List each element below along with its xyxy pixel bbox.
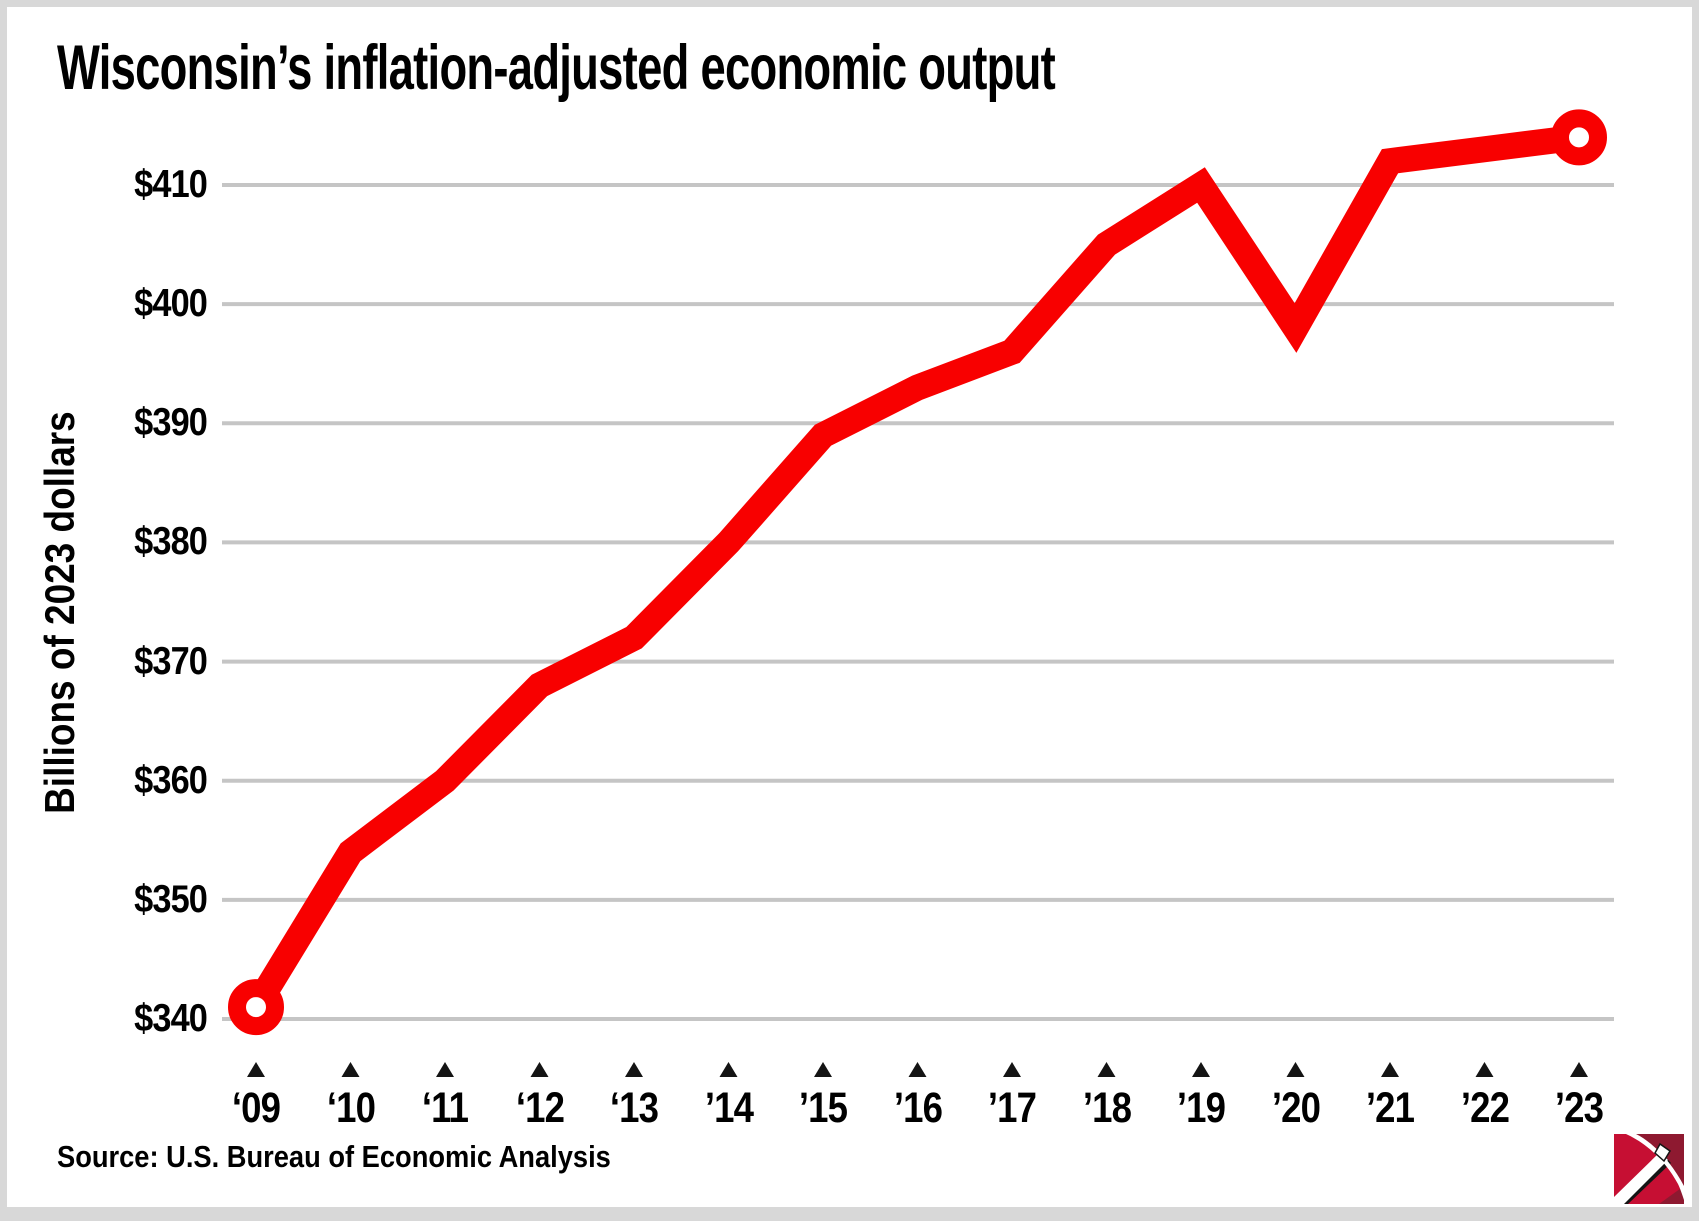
endpoint-marker-2023 <box>1551 109 1607 166</box>
x-tick-label: ‘11 <box>421 1084 469 1132</box>
x-tick-label: ’15 <box>798 1084 848 1132</box>
x-tick-triangle <box>341 1062 360 1077</box>
x-tick-label: ‘13 <box>609 1084 659 1132</box>
x-tick-triangle <box>1192 1062 1210 1077</box>
x-tick-triangle <box>1286 1062 1305 1077</box>
y-tick-label: $340 <box>134 997 208 1040</box>
x-tick-label: ’14 <box>704 1084 753 1132</box>
x-tick-label: ‘09 <box>231 1084 281 1132</box>
page-background <box>7 7 1692 1207</box>
logo-dark-corner <box>1630 1134 1684 1192</box>
endpoint-marker-2009 <box>228 979 284 1036</box>
y-tick-label: $410 <box>134 163 208 206</box>
y-tick-label: $380 <box>134 520 208 564</box>
x-tick-triangle <box>625 1062 643 1077</box>
data-line <box>244 124 1581 1014</box>
x-tick-label: ‘12 <box>515 1084 564 1132</box>
x-tick-triangle <box>908 1062 927 1077</box>
data-line-group <box>244 124 1581 1014</box>
x-tick-triangle <box>1570 1062 1588 1077</box>
x-tick-triangle <box>436 1062 454 1077</box>
x-tick-label: ’22 <box>1460 1084 1509 1132</box>
x-tick-label: ’17 <box>987 1084 1037 1132</box>
publisher-logo <box>1614 1134 1684 1204</box>
y-tick-label: $360 <box>134 758 208 802</box>
x-tick-label: ’21 <box>1365 1084 1415 1132</box>
x-tick-triangle <box>719 1062 738 1077</box>
pickaxe-handle <box>1614 1152 1668 1204</box>
endpoint-markers <box>228 109 1607 1036</box>
x-tick-label: ’23 <box>1554 1084 1604 1132</box>
x-tick-label: ’20 <box>1271 1084 1320 1132</box>
y-tick-label: $370 <box>134 639 208 683</box>
x-tick-label: ‘10 <box>326 1084 375 1132</box>
x-tick-label: ’19 <box>1176 1084 1226 1132</box>
y-tick-label: $390 <box>134 401 208 445</box>
x-tick-triangle <box>1097 1062 1116 1077</box>
y-tick-label: $400 <box>134 282 208 326</box>
source-credit: Source: U.S. Bureau of Economic Analysis <box>57 1139 611 1174</box>
x-tick-triangle <box>814 1062 832 1077</box>
chart-title: Wisconsin’s inflation-adjusted economic … <box>57 33 1056 103</box>
x-tick-triangle <box>530 1062 549 1077</box>
x-tick-triangle <box>1475 1062 1494 1077</box>
logo-dark-corner <box>1659 1186 1684 1204</box>
x-tick-triangle <box>1381 1062 1399 1077</box>
x-tick-label: ’16 <box>893 1084 942 1132</box>
x-tick-triangle <box>247 1062 265 1077</box>
x-tick-label: ’18 <box>1082 1084 1131 1132</box>
x-tick-triangle <box>1003 1062 1021 1077</box>
gridlines <box>222 183 1614 1021</box>
y-tick-label: $350 <box>134 877 208 921</box>
pickaxe-tip <box>1654 1142 1672 1163</box>
x-axis-tick-triangles <box>247 1062 1588 1077</box>
